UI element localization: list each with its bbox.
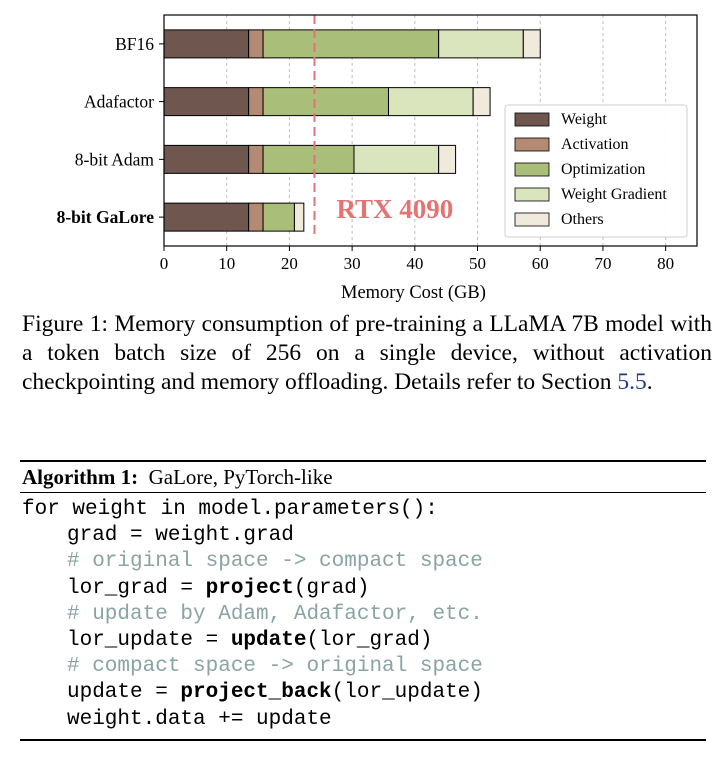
code-text: grad = weight.grad bbox=[67, 524, 294, 548]
category-label: 8-bit Adam bbox=[75, 149, 155, 169]
algorithm-code: for weight in model.parameters(): grad = … bbox=[20, 493, 706, 739]
code-comment: # original space -> compact space bbox=[67, 550, 483, 574]
legend-swatch bbox=[514, 137, 550, 152]
code-line: # original space -> compact space bbox=[22, 549, 706, 575]
x-tick-label: 10 bbox=[218, 254, 235, 273]
code-line: update = project_back(lor_update) bbox=[22, 680, 706, 706]
algorithm-label: Algorithm 1: bbox=[22, 465, 139, 489]
rtx4090-label: RTX 4090 bbox=[336, 194, 453, 224]
bar-segment bbox=[163, 144, 250, 174]
category-label: BF16 bbox=[115, 34, 154, 54]
code-text: for weight in model.parameters(): bbox=[22, 498, 438, 521]
code-text: lor_update = bbox=[67, 628, 231, 652]
legend-swatch bbox=[514, 212, 550, 227]
code-line: grad = weight.grad bbox=[22, 523, 706, 549]
x-tick-label: 60 bbox=[532, 254, 549, 273]
legend-label: Optimization bbox=[561, 161, 645, 178]
legend-label: Weight bbox=[561, 111, 607, 128]
legend-box bbox=[504, 104, 688, 238]
memory-cost-chart: BF16 Adafactor 8-bit Adam 8-bit GaLore RTX 4… bbox=[57, 14, 698, 303]
bar-segment bbox=[472, 87, 491, 117]
plot-frame bbox=[163, 14, 698, 247]
bar-segment bbox=[438, 29, 524, 59]
x-tick-label: 20 bbox=[281, 254, 298, 273]
code-line: # update by Adam, Adafactor, etc. bbox=[22, 602, 706, 628]
bar-segment bbox=[387, 87, 474, 117]
algorithm-top-rule bbox=[20, 460, 706, 462]
x-axis-title: Memory Cost (GB) bbox=[341, 283, 486, 303]
bar-segment bbox=[163, 29, 250, 59]
code-function: project bbox=[205, 576, 294, 600]
bar-segment bbox=[262, 29, 440, 59]
legend-label: Weight Gradient bbox=[561, 186, 667, 203]
legend-swatch bbox=[514, 162, 550, 177]
x-tick-label: 40 bbox=[406, 254, 423, 273]
code-text: update = bbox=[67, 681, 181, 705]
bar-segment bbox=[248, 29, 264, 59]
legend-swatch bbox=[514, 112, 550, 127]
legend-swatch bbox=[514, 187, 550, 202]
bar-segment bbox=[248, 144, 264, 174]
bar-segment bbox=[163, 87, 250, 117]
x-tick-label: 30 bbox=[344, 254, 361, 273]
algorithm-box: Algorithm 1: GaLore, PyTorch-like for we… bbox=[20, 460, 706, 741]
code-line: lor_update = update(lor_grad) bbox=[22, 628, 706, 654]
code-text: lor_grad = bbox=[67, 576, 206, 600]
algorithm-header-rule bbox=[20, 492, 706, 493]
category-label: Adafactor bbox=[84, 92, 154, 112]
code-line: weight.data += update bbox=[22, 707, 706, 733]
caption-text: Figure 1: Memory consumption of pre-trai… bbox=[22, 311, 712, 395]
legend-label: Activation bbox=[561, 136, 629, 153]
bar-segment bbox=[262, 202, 295, 232]
bar-segment bbox=[353, 144, 440, 174]
algorithm-bottom-rule bbox=[20, 738, 706, 741]
figure-caption: Figure 1: Memory consumption of pre-trai… bbox=[22, 310, 712, 397]
bar-segment bbox=[522, 29, 541, 59]
code-comment: # compact space -> original space bbox=[67, 655, 483, 679]
bar-segment bbox=[248, 202, 264, 232]
algorithm-header: Algorithm 1: GaLore, PyTorch-like bbox=[20, 462, 706, 492]
x-tick-label: 0 bbox=[160, 254, 169, 273]
code-line: lor_grad = project(grad) bbox=[22, 576, 706, 602]
bar-segment bbox=[293, 202, 305, 232]
section-reference-link[interactable]: 5.5 bbox=[617, 369, 647, 395]
legend-label: Others bbox=[561, 211, 604, 228]
bar-segment bbox=[438, 144, 457, 174]
code-text: weight.data += update bbox=[67, 707, 332, 731]
code-line: for weight in model.parameters(): bbox=[22, 497, 706, 523]
code-text: (grad) bbox=[293, 576, 370, 600]
code-text: (lor_grad) bbox=[306, 628, 433, 652]
x-tick-label: 70 bbox=[594, 254, 611, 273]
code-text: (lor_update) bbox=[331, 681, 483, 705]
x-tick-label: 50 bbox=[469, 254, 486, 273]
algorithm-title: GaLore, PyTorch-like bbox=[148, 465, 333, 489]
bar-segment bbox=[248, 87, 264, 117]
code-comment: # update by Adam, Adafactor, etc. bbox=[67, 602, 483, 626]
bar-segment bbox=[163, 202, 250, 232]
bar-segment bbox=[262, 87, 389, 117]
category-label: 8-bit GaLore bbox=[57, 207, 155, 227]
x-tick-label: 80 bbox=[657, 254, 674, 273]
code-function: project_back bbox=[180, 681, 332, 705]
code-line: # compact space -> original space bbox=[22, 654, 706, 680]
code-function: update bbox=[230, 628, 307, 652]
caption-period: . bbox=[646, 369, 653, 395]
bar-segment bbox=[262, 144, 355, 174]
